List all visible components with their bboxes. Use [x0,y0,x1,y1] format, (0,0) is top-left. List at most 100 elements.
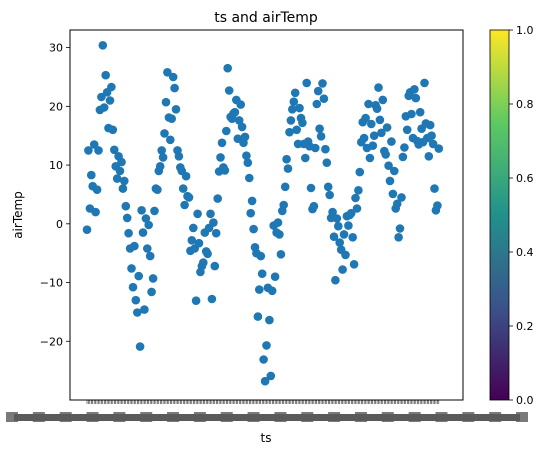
colorbar-tick-label: 1.0 [516,24,534,37]
scatter-point [209,218,218,227]
scatter-point [109,126,118,135]
scatter-point [287,116,296,125]
scatter-point [324,183,333,192]
scatter-point [383,123,392,132]
scatter-point [317,132,326,141]
scatter-point [433,201,442,210]
scatter-point [410,85,419,94]
scatter-point [333,214,342,223]
scatter-point [137,206,146,215]
scatter-point [396,224,405,233]
scatter-point [231,108,240,117]
colorbar-tick-label: 0.0 [516,394,534,407]
scatter-point [307,184,316,193]
scatter-point [281,183,290,192]
scatter-point [130,242,139,251]
scatter-point [420,79,429,88]
scatter-point [374,83,383,92]
scatter-point [120,177,129,186]
scatter-point [282,155,291,164]
scatter-point [132,296,141,305]
scatter-point [213,194,222,203]
scatter-point [221,166,230,175]
scatter-point [350,260,359,269]
scatter-point [427,131,436,140]
scatter-point [241,133,250,142]
scatter-point [225,86,234,95]
scatter-point [318,79,327,88]
scatter-point [259,355,268,364]
scatter-point [123,214,132,223]
scatter-point [101,71,110,80]
scatter-point [119,184,128,193]
scatter-point [356,168,365,177]
scatter-point [185,193,194,202]
scatter-point [335,238,344,247]
scatter-point [136,342,145,351]
scatter-point [435,144,444,153]
scatter-point [397,193,406,202]
scatter-point [292,126,301,135]
scatter-point [129,283,138,292]
scatter-point [254,312,263,321]
scatter-point [83,225,92,234]
y-tick-label: 10 [49,159,63,172]
scatter-point [116,167,125,176]
scatter-point [257,252,266,261]
scatter-point [360,134,369,143]
colorbar-tick-label: 0.4 [516,246,534,259]
scatter-point [124,229,133,238]
scatter-point [351,194,360,203]
y-tick-label: 30 [49,42,63,55]
scatter-point [344,221,353,230]
scatter-point [175,152,184,161]
scatter-point [248,197,257,206]
scatter-point [170,84,179,93]
colorbar [490,30,509,400]
scatter-point [323,158,332,167]
y-tick-label: −10 [40,277,63,290]
scatter-point [284,164,293,173]
colorbar-tick-label: 0.2 [516,320,534,333]
scatter-point [334,222,343,231]
scatter-point [390,167,399,176]
scatter-point [262,341,271,350]
scatter-point [139,228,148,237]
scatter-point [208,295,217,304]
scatter-point [291,89,300,98]
scatter-point [106,96,115,105]
y-axis-label: airTemp [11,191,25,239]
scatter-point [379,96,388,105]
scatter-point [258,269,267,278]
scatter-point [169,73,178,82]
scatter-point [407,110,416,119]
scatter-point [366,154,375,163]
scatter-point [100,103,109,112]
scatter-point [274,218,283,227]
scatter-point [381,150,390,159]
scatter-point [143,244,152,253]
scatter-point [271,272,280,281]
scatter-point [389,190,398,199]
scatter-point [192,296,201,305]
scatter-point [354,186,363,195]
scatter-point [244,158,253,167]
scatter-point [394,233,403,242]
scatter-point [199,258,208,267]
scatter-point [153,185,162,194]
scatter-point [315,124,324,133]
scatter-point [180,201,189,210]
scatter-point [212,229,221,238]
scatter-point [373,104,382,113]
scatter-point [236,100,245,109]
colorbar-tick-label: 0.6 [516,172,534,185]
scatter-point [107,83,116,92]
scatter-point [134,272,143,281]
scatter-point [267,372,276,381]
scatter-point [160,129,169,138]
x-tick-label-blob [14,414,520,421]
scatter-point [341,251,350,260]
scatter-point [182,172,191,181]
scatter-point [400,143,409,152]
scatter-point [93,185,102,194]
